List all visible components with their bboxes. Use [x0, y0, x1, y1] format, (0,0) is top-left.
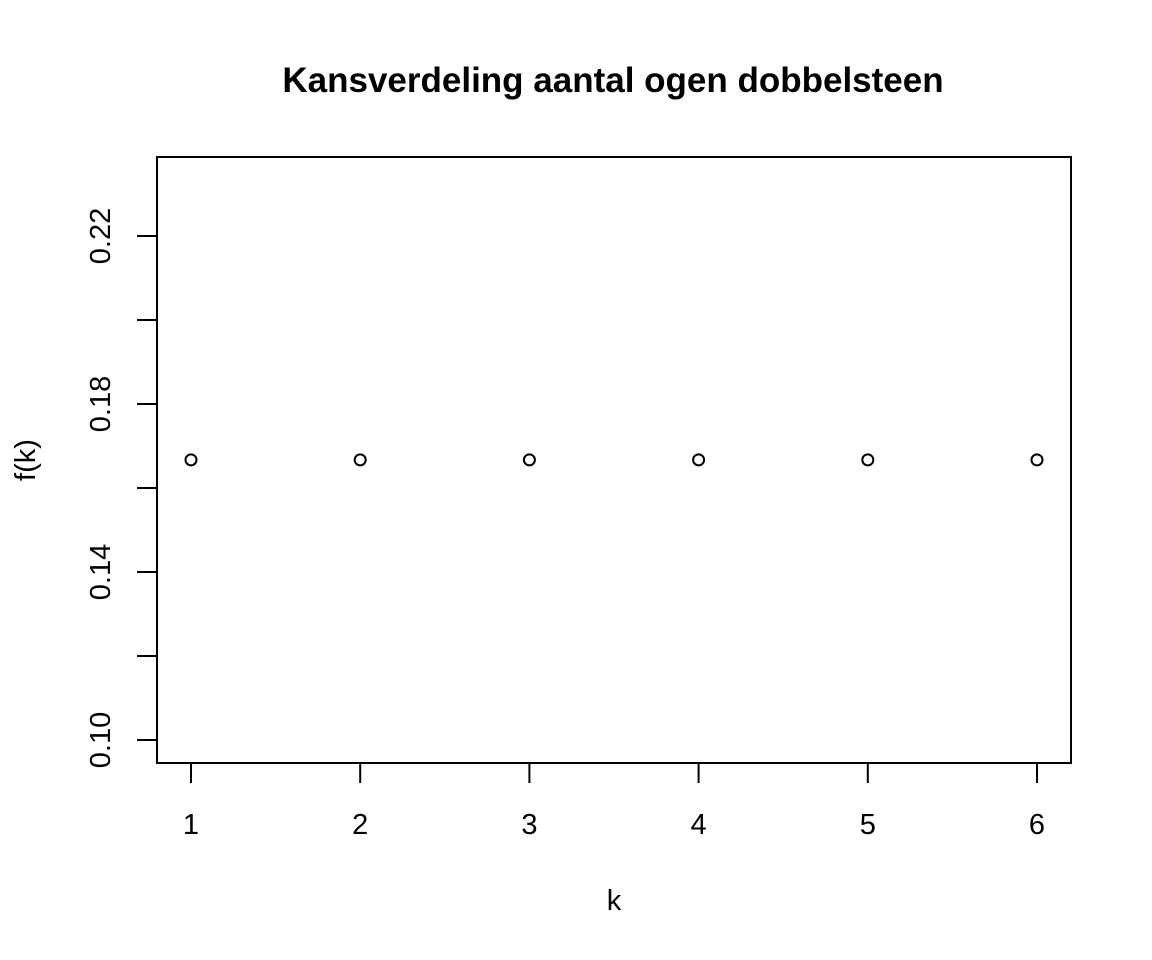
x-axis: 1 2 3 4 5 6	[183, 762, 1045, 841]
x-tick-label: 1	[183, 809, 199, 841]
data-point	[692, 453, 706, 467]
x-tick-label: 2	[352, 809, 368, 841]
y-tick-label: 0.18	[85, 376, 117, 432]
data-point	[184, 453, 198, 467]
chart-title: Kansverdeling aantal ogen dobbelsteen	[282, 61, 943, 100]
x-tick-label: 3	[521, 809, 537, 841]
data-points	[184, 453, 1044, 467]
x-tick-label: 6	[1029, 809, 1045, 841]
y-tick-label: 0.10	[85, 712, 117, 768]
x-axis-label: k	[607, 885, 622, 917]
data-point	[353, 453, 367, 467]
data-point	[1030, 453, 1044, 467]
y-axis-label: f(k)	[10, 439, 42, 481]
x-tick-label: 4	[691, 809, 707, 841]
y-tick-label: 0.22	[85, 208, 117, 264]
data-point	[861, 453, 875, 467]
y-tick-label: 0.14	[85, 544, 117, 600]
data-point	[522, 453, 536, 467]
y-axis: 0.10 0.14 0.18 0.22	[85, 208, 158, 768]
plot-area-border	[156, 156, 1072, 764]
x-tick-label: 5	[860, 809, 876, 841]
